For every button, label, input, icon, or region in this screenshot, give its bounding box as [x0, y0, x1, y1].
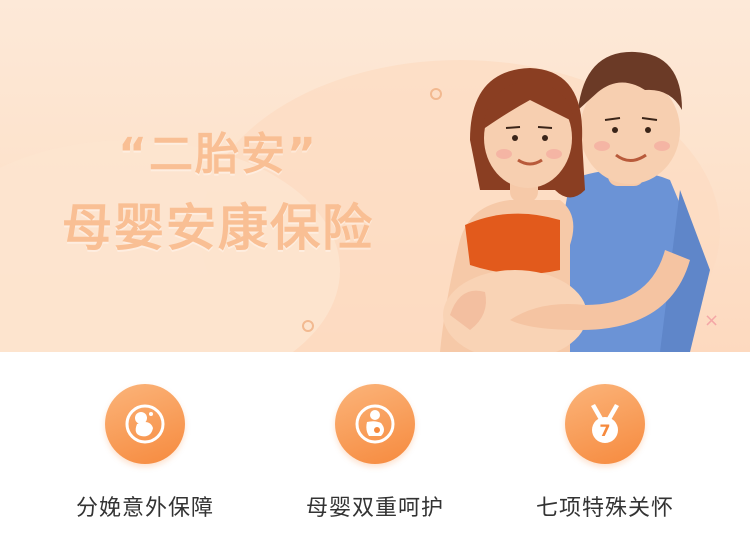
fetus-icon: [125, 404, 165, 444]
promo-banner: × “二胎安” 母婴安康保险: [0, 0, 750, 352]
pregnant-mother-icon: [355, 404, 395, 444]
medal-seven-icon: 7: [591, 404, 619, 443]
feature-label: 母婴双重呵护: [305, 496, 444, 521]
medal-number: 7: [599, 421, 610, 440]
feature-childbirth-accident: 分娩意外保障: [45, 384, 245, 522]
decorative-ring: [302, 320, 314, 332]
feature-label: 分娩意外保障: [75, 496, 214, 521]
feature-icon-badge: [335, 384, 415, 464]
feature-icon-badge: 7: [565, 384, 645, 464]
feature-mother-baby-care: 母婴双重呵护: [275, 384, 475, 522]
feature-list: 分娩意外保障 母婴双重呵护 7 七项特殊关怀: [0, 352, 750, 542]
decorative-cross-icon: ×: [704, 310, 720, 331]
banner-title-line1: “二胎安”: [118, 129, 318, 180]
feature-icon-badge: [105, 384, 185, 464]
banner-title-line2: 母婴安康保险: [62, 199, 374, 257]
feature-label: 七项特殊关怀: [535, 496, 674, 521]
decorative-ring: [430, 88, 442, 100]
feature-seven-special-care: 7 七项特殊关怀: [505, 384, 705, 522]
couple-illustration: [440, 51, 710, 352]
